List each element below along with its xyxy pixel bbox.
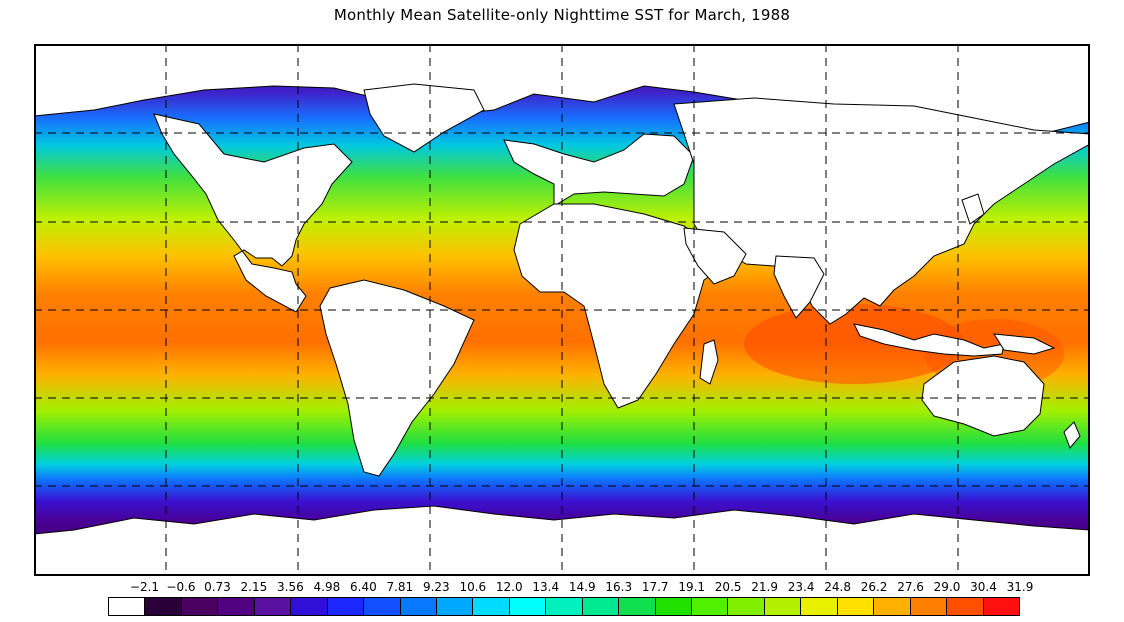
colorbar-tick-label: 3.56	[277, 580, 304, 594]
colorbar-tick-label: 27.6	[897, 580, 924, 594]
colorbar-swatch	[254, 598, 292, 615]
colorbar-tick-label: −2.1	[129, 580, 160, 594]
colorbar-tick-label: 29.0	[933, 580, 961, 594]
colorbar-swatch	[801, 598, 838, 615]
landmass-madagascar	[699, 339, 719, 385]
colorbar-tick-label: 19.1	[678, 580, 706, 594]
colorbar-swatch	[910, 598, 948, 615]
colorbar-swatch	[364, 598, 401, 615]
landmass-australia	[921, 355, 1045, 437]
landmass-south-america	[319, 279, 475, 477]
landmass-japan	[961, 193, 985, 225]
colorbar-tick-label: 31.9	[1006, 580, 1034, 594]
colorbar-swatch	[181, 598, 219, 615]
landmass-new-zealand	[1063, 421, 1081, 449]
colorbar-swatch	[327, 598, 365, 615]
graticule	[34, 44, 1090, 576]
colorbar-tick-label: 4.98	[313, 580, 341, 594]
colorbar-swatch	[728, 598, 765, 615]
colorbar-tick-label: 16.3	[605, 580, 633, 594]
colorbar-tick-label: 23.4	[787, 580, 815, 594]
colorbar-tick-label: 10.6	[459, 580, 487, 594]
page-title: Monthly Mean Satellite-only Nighttime SS…	[333, 6, 791, 24]
colorbar-tick-label: 30.4	[970, 580, 997, 594]
colorbar-swatch	[947, 598, 984, 615]
colorbar-tick-label: 17.7	[641, 580, 669, 594]
landmass-africa	[513, 203, 725, 409]
colorbar-swatch	[109, 598, 146, 615]
landmass-europe	[503, 133, 695, 207]
colorbar-tick-label: 20.5	[714, 580, 742, 594]
colorbar-swatch	[983, 598, 1019, 615]
colorbar-labels: −2.1 −0.6 0.73 2.15 3.56 4.98 6.40 7.81 9.23 10.6…	[0, 580, 1124, 596]
colorbar-tick-label: 13.4	[532, 580, 560, 594]
colorbar-tick-label: 12.0	[495, 580, 523, 594]
colorbar-tick-label: 6.40	[350, 580, 377, 594]
colorbar-tick-label: 0.73	[204, 580, 231, 594]
colorbar-tick-label: 26.2	[860, 580, 888, 594]
colorbar-tick-label: 14.9	[568, 580, 596, 594]
map-frame	[34, 44, 1090, 576]
colorbar-swatch	[400, 598, 437, 615]
colorbar-swatch	[509, 598, 547, 615]
landmass-arabia	[683, 227, 747, 285]
colorbar-swatch	[692, 598, 729, 615]
colorbar-swatch	[436, 598, 474, 615]
colorbar-tick-label: 24.8	[824, 580, 851, 594]
colorbar-swatch	[218, 598, 255, 615]
colorbar-swatch	[764, 598, 802, 615]
colorbar-swatch	[546, 598, 583, 615]
colorbar-swatch	[582, 598, 620, 615]
landmass-greenland	[363, 83, 485, 153]
colorbar-swatch	[874, 598, 911, 615]
colorbar-swatch	[619, 598, 656, 615]
colorbar	[108, 597, 1020, 616]
landmass-india	[773, 255, 825, 319]
colorbar-swatch	[145, 598, 182, 615]
colorbar-swatch	[473, 598, 510, 615]
colorbar-swatch	[655, 598, 692, 615]
colorbar-tick-label: 21.9	[751, 580, 778, 594]
colorbar-tick-label: 7.81	[386, 580, 414, 594]
colorbar-tick-label: 9.23	[422, 580, 450, 594]
colorbar-swatch	[837, 598, 875, 615]
sst-map	[34, 44, 1090, 576]
colorbar-swatch	[291, 598, 328, 615]
warm-pool-indian	[744, 304, 964, 384]
landmass-new-guinea	[993, 333, 1056, 355]
landmass-north-america	[153, 113, 353, 313]
colorbar-tick-label: −0.6	[166, 580, 196, 594]
colorbar-tick-label: 2.15	[240, 580, 268, 594]
